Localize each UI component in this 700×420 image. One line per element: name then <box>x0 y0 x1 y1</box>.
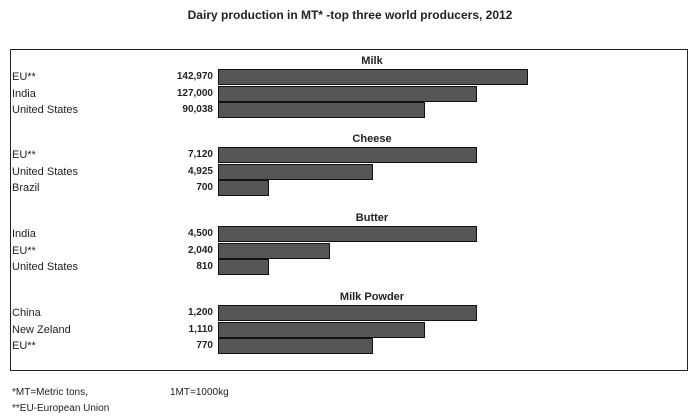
category-label: EU** <box>12 71 36 83</box>
value-label: 90,038 <box>182 104 213 115</box>
bar <box>218 338 373 354</box>
value-label: 142,970 <box>176 71 213 82</box>
value-label: 810 <box>196 261 213 272</box>
category-label: United States <box>12 261 79 273</box>
category-label: Brazil <box>12 182 40 194</box>
category-label: New Zeland <box>12 323 71 336</box>
group-title: Butter <box>355 212 389 224</box>
bar <box>218 305 477 321</box>
group-title: Milk <box>361 55 383 67</box>
bar <box>218 102 426 118</box>
value-label: 1,110 <box>188 323 213 335</box>
category-label: United States <box>12 104 79 116</box>
footnote-eu: **EU-European Union <box>12 403 110 414</box>
bar <box>218 259 270 275</box>
category-label: United States <box>12 165 79 178</box>
chart-title: Dairy production in MT* -top three world… <box>187 8 513 22</box>
footnote-mt: *MT=Metric tons, <box>12 387 88 398</box>
footnote-conversion: 1MT=1000kg <box>170 387 229 398</box>
group-title: Milk Powder <box>339 291 405 303</box>
value-label: 4,500 <box>187 228 213 239</box>
bar <box>218 242 330 259</box>
bar <box>218 147 477 163</box>
bar <box>218 321 426 338</box>
group-title: Cheese <box>352 133 392 145</box>
bar <box>218 85 477 102</box>
bar <box>218 163 373 180</box>
category-label: India <box>12 87 36 100</box>
value-label: 700 <box>196 182 213 193</box>
value-label: 2,040 <box>187 244 213 256</box>
bar <box>218 226 477 242</box>
category-label: India <box>12 228 36 240</box>
category-label: China <box>12 307 41 319</box>
category-label: EU** <box>12 340 36 352</box>
value-label: 770 <box>196 340 213 351</box>
value-label: 127,000 <box>176 87 213 99</box>
value-label: 4,925 <box>187 165 213 177</box>
value-label: 7,120 <box>187 149 213 160</box>
chart-frame <box>10 49 688 371</box>
bar <box>218 69 528 85</box>
bar <box>218 180 270 196</box>
value-label: 1,200 <box>187 307 213 318</box>
category-label: EU** <box>12 244 36 257</box>
category-label: EU** <box>12 149 36 161</box>
